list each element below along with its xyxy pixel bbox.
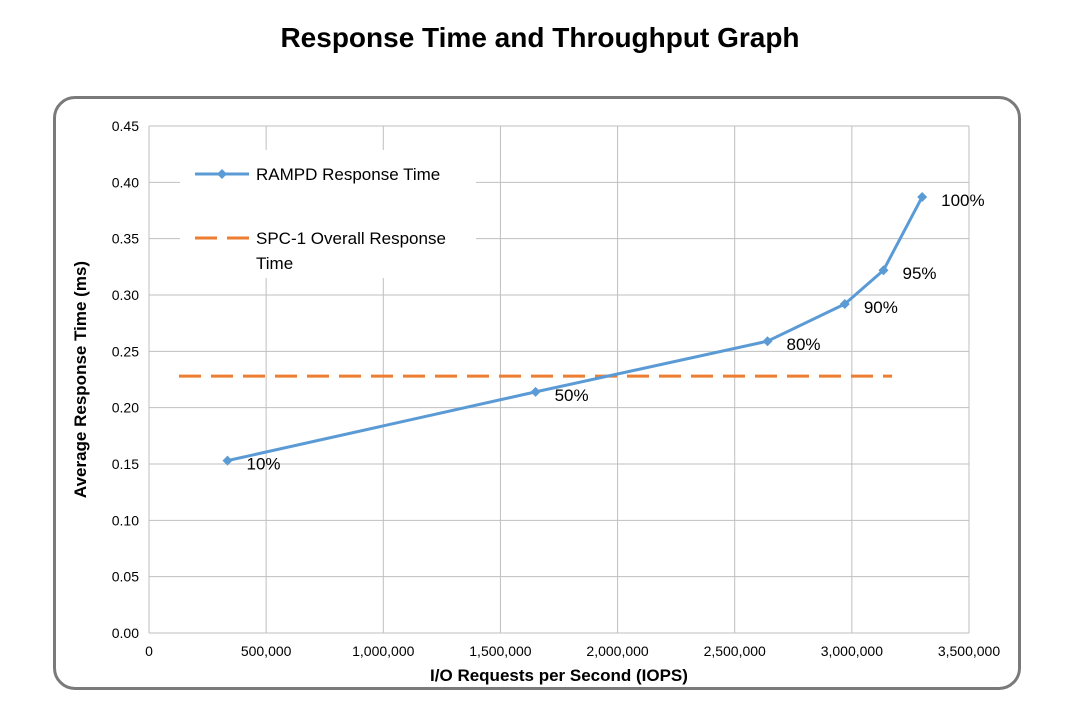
y-tick-label: 0.25 (112, 343, 139, 359)
x-tick-label: 2,000,000 (586, 643, 648, 659)
y-tick-label: 0.20 (112, 400, 139, 416)
legend-rampd-marker (217, 169, 227, 179)
legend: RAMPD Response Time SPC-1 Overall Respons… (180, 150, 476, 278)
rampd-point (222, 455, 233, 466)
legend-rampd-label: RAMPD Response Time (256, 165, 440, 184)
y-tick-label: 0.05 (112, 569, 139, 585)
data-label: 10% (246, 455, 280, 474)
grid-layer (148, 125, 970, 634)
rampd-point (762, 336, 773, 347)
data-label: 80% (787, 335, 821, 354)
y-tick-label: 0.45 (112, 118, 139, 134)
x-tick-label: 3,500,000 (938, 643, 1000, 659)
y-axis-title: Average Response Time (ms) (71, 261, 90, 498)
x-tick-label: 1,500,000 (469, 643, 531, 659)
legend-spc1-label: SPC-1 Overall Response Time (256, 229, 446, 273)
series-layer: 10% 50% 80% 90%95% 100% (179, 191, 985, 474)
x-tick-label: 1,000,000 (352, 643, 414, 659)
y-tick-label: 0.00 (112, 625, 139, 641)
chart-title: Response Time and Throughput Graph (280, 22, 800, 53)
data-label: 95% (902, 264, 936, 283)
axis-layer: 0.00 0.05 0.10 0.15 0.20 0.25 0.30 0.35 0.40 0.45… (112, 118, 1001, 659)
y-tick-label: 0.40 (112, 174, 139, 190)
x-tick-label: 3,000,000 (821, 643, 883, 659)
legend-box (180, 150, 476, 278)
rampd-point (839, 299, 850, 310)
rampd-point (878, 265, 889, 276)
y-tick-label: 0.15 (112, 456, 139, 472)
data-label: 100% (941, 191, 984, 210)
x-tick-label: 0 (145, 643, 153, 659)
data-label: 50% (555, 386, 589, 405)
x-tick-label: 500,000 (241, 643, 292, 659)
rampd-point (917, 191, 928, 202)
y-tick-label: 0.10 (112, 512, 139, 528)
y-tick-label: 0.30 (112, 287, 139, 303)
x-axis-title: I/O Requests per Second (IOPS) (430, 666, 688, 685)
data-label: 90% (864, 298, 898, 317)
rampd-point (530, 386, 541, 397)
y-tick-label: 0.35 (112, 231, 139, 247)
series-rampd-line (227, 196, 924, 463)
x-tick-label: 2,500,000 (704, 643, 766, 659)
